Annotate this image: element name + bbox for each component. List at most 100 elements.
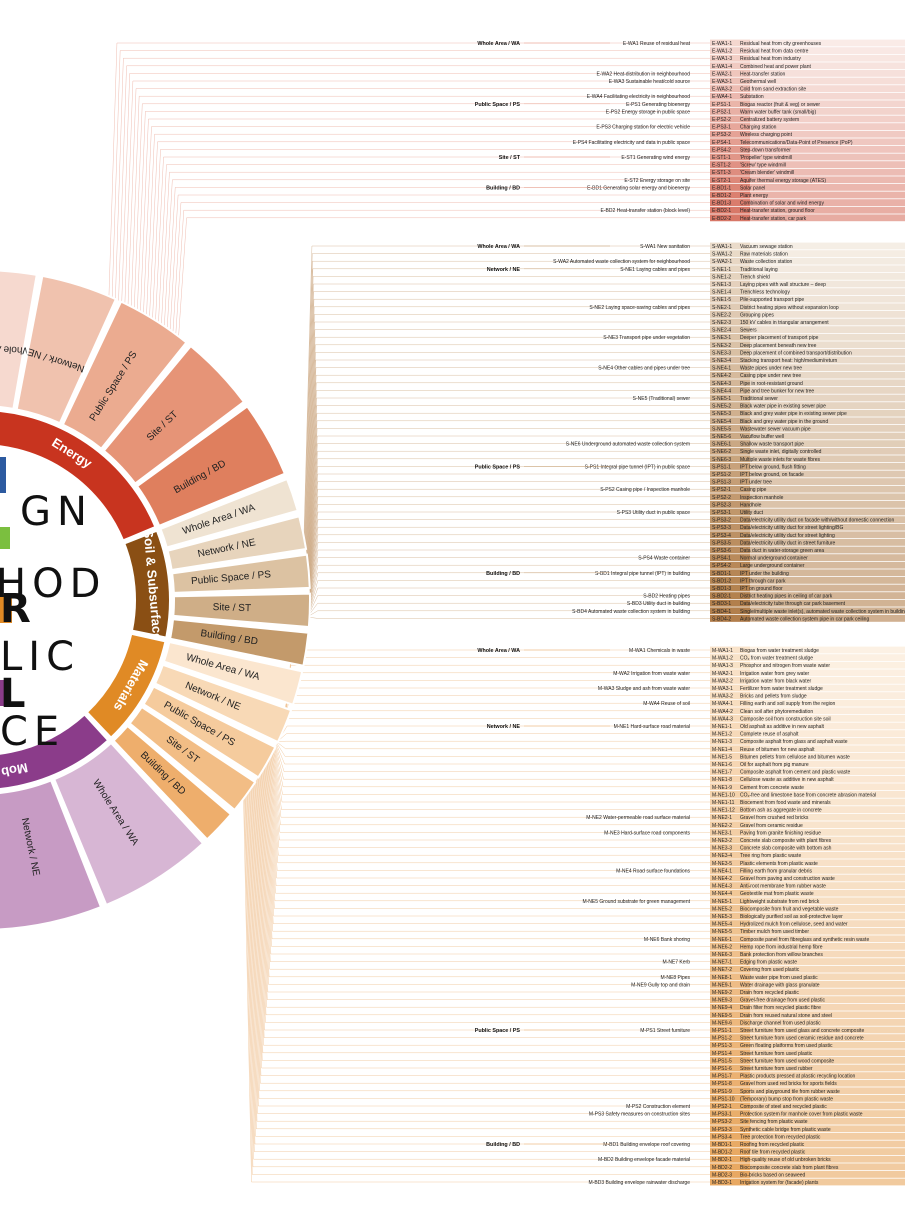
row-code-band: [710, 760, 750, 768]
row-code-band: [710, 371, 750, 379]
row-code: S-PS4-1: [712, 556, 731, 562]
row-band: [710, 722, 905, 730]
row-measure: S-PS3 Utility duct in public space: [617, 510, 691, 516]
row-description: Waste pipes under new tree: [740, 366, 802, 372]
row-description: Clean soil after phytoremediation: [740, 709, 813, 715]
wheel-segment-energy-4: [102, 344, 246, 485]
row-code: M-NE4-3: [712, 884, 732, 890]
row-code: S-WA2-1: [712, 259, 732, 265]
row-code-band: [710, 123, 750, 130]
row-description: Casing pipe under new tree: [740, 373, 801, 379]
row-connector: [270, 756, 710, 856]
row-code-band: [710, 447, 750, 455]
row-code: S-NE4-2: [712, 373, 731, 379]
row-band: [710, 184, 905, 191]
row-code-band: [710, 387, 750, 394]
row-description: Combination of solar and wind energy: [740, 201, 824, 207]
row-description: Heat-transfer station, car park: [740, 216, 807, 222]
row-code: M-NE4-4: [712, 891, 732, 897]
row-code: M-NE8-1: [712, 975, 732, 981]
row-band: [710, 356, 905, 364]
row-description: Street furniture from used glass and con…: [740, 1028, 864, 1034]
row-code-band: [710, 730, 750, 737]
row-description: Tree ring from plastic waste: [740, 853, 801, 859]
row-code: S-NE3-3: [712, 350, 731, 356]
row-measure: E-BD2 Heat-transfer station (block level…: [601, 208, 691, 214]
row-description: Tree protection from recycled plastic: [740, 1134, 821, 1140]
row-description: Automated waste collection system pipe i…: [740, 616, 869, 622]
row-connector: [248, 792, 710, 1130]
row-measure: M-NE8 Pipes: [661, 975, 691, 981]
row-band: [710, 199, 905, 206]
row-band: [710, 485, 905, 493]
row-connector: [308, 405, 710, 572]
row-band: [710, 958, 905, 965]
row-connector: [149, 141, 710, 317]
row-description: Biogas from water treatment sludge: [740, 648, 819, 654]
row-code-band: [710, 684, 750, 692]
row-code-band: [710, 77, 750, 85]
row-code-band: [710, 394, 750, 402]
row-connector: [303, 245, 710, 538]
row-code: M-PS1-8: [712, 1081, 732, 1087]
row-code: M-NE5-5: [712, 929, 732, 935]
row-code: M-BD1-2: [712, 1150, 732, 1156]
row-code: E-PS3-2: [712, 132, 731, 138]
row-band: [710, 318, 905, 326]
row-code-band: [710, 356, 750, 364]
wheel-segment-soil-2: [166, 515, 308, 572]
row-connector: [140, 118, 710, 312]
row-description: Aquifer thermal energy storage (ATES): [740, 178, 826, 184]
wheel-segment-soil-3: [171, 553, 311, 594]
row-code-band: [710, 493, 750, 501]
row-band: [710, 161, 905, 168]
row-band: [710, 730, 905, 737]
row-description: Reuse of bitumen for new asphalt: [740, 747, 815, 753]
row-band: [710, 364, 905, 371]
row-description: Biologically purified soil as soil-prote…: [740, 914, 843, 920]
row-band: [710, 927, 905, 935]
row-code-band: [710, 905, 750, 912]
row-section: Building / BD: [486, 185, 520, 191]
row-code-band: [710, 737, 750, 745]
row-connector: [172, 202, 710, 333]
row-connector: [276, 744, 710, 765]
row-connector: [309, 610, 710, 616]
row-code: E-PS2-2: [712, 117, 731, 123]
row-code-band: [710, 1171, 750, 1178]
row-band: [710, 70, 905, 77]
row-description: Cement from concrete waste: [740, 785, 804, 791]
row-description: Plastic products pressed at plastic recy…: [740, 1074, 856, 1080]
row-band: [710, 39, 905, 47]
row-description: Bricks and pellets from sludge: [740, 694, 807, 700]
row-band: [710, 554, 905, 561]
row-band: [710, 85, 905, 92]
row-code-band: [710, 402, 750, 409]
row-measure: M-NE6 Bank shoring: [644, 937, 690, 943]
row-connector: [308, 412, 710, 573]
row-code: S-NE6-1: [712, 442, 731, 448]
row-description: Pile-supported transport pipe: [740, 297, 804, 303]
row-code-band: [710, 1117, 750, 1125]
row-connector: [304, 260, 710, 541]
row-code-band: [710, 829, 750, 836]
row-code-band: [710, 1095, 750, 1102]
row-code: E-WA1-4: [712, 64, 732, 70]
row-band: [710, 470, 905, 478]
row-band: [710, 1110, 905, 1117]
row-description: Solar panel: [740, 185, 765, 191]
row-band: [710, 62, 905, 70]
row-connector: [309, 526, 710, 598]
row-code-band: [710, 912, 750, 920]
row-description: Street furniture from used plastic: [740, 1051, 813, 1057]
row-description: Old asphalt as additive in new asphalt: [740, 724, 825, 730]
row-code: M-NE1-8: [712, 777, 732, 783]
title-fragment: LIC: [0, 634, 80, 680]
row-code-band: [710, 1041, 750, 1049]
row-description: Geotextile mat from plastic waste: [740, 891, 814, 897]
row-connector: [243, 798, 710, 1183]
row-code: E-PS2-1: [712, 109, 731, 115]
row-connector: [248, 791, 710, 1122]
row-code: S-BD1-2: [712, 578, 731, 584]
row-measure: S-NE2 Laying space-saving cables and pip…: [589, 305, 690, 311]
